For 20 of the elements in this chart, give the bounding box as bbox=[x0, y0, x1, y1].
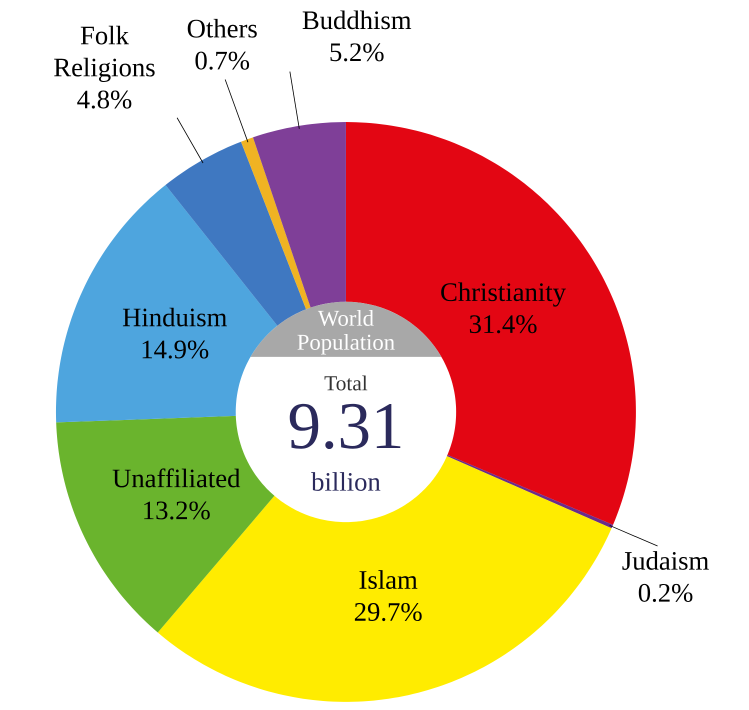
data-label: 14.9% bbox=[142, 340, 208, 359]
data-label: 13.2% bbox=[144, 501, 210, 520]
slice-label: Folk Religions bbox=[54, 26, 155, 82]
text: billion bbox=[311, 472, 380, 491]
text: World Population bbox=[297, 310, 395, 355]
data-label: 31.4% bbox=[470, 315, 537, 334]
slice-label: Others bbox=[188, 18, 257, 38]
slice-label: Buddhism bbox=[302, 10, 412, 30]
data-label: 29.7% bbox=[354, 602, 422, 622]
data-label: 5.2% bbox=[330, 43, 384, 62]
data-label: 4.8% bbox=[77, 90, 132, 109]
text: 9.31 bbox=[290, 404, 400, 449]
slice-label: Judaism bbox=[622, 551, 709, 570]
text: Total bbox=[324, 375, 368, 390]
slice-label: Unaffiliated bbox=[112, 468, 240, 488]
slice-label: Islam bbox=[360, 570, 418, 589]
data-label: 0.2% bbox=[638, 584, 692, 602]
slice-label: Hinduism bbox=[122, 308, 227, 326]
slice-label: Christianity bbox=[441, 282, 566, 307]
data-label: 0.7% bbox=[195, 52, 250, 70]
